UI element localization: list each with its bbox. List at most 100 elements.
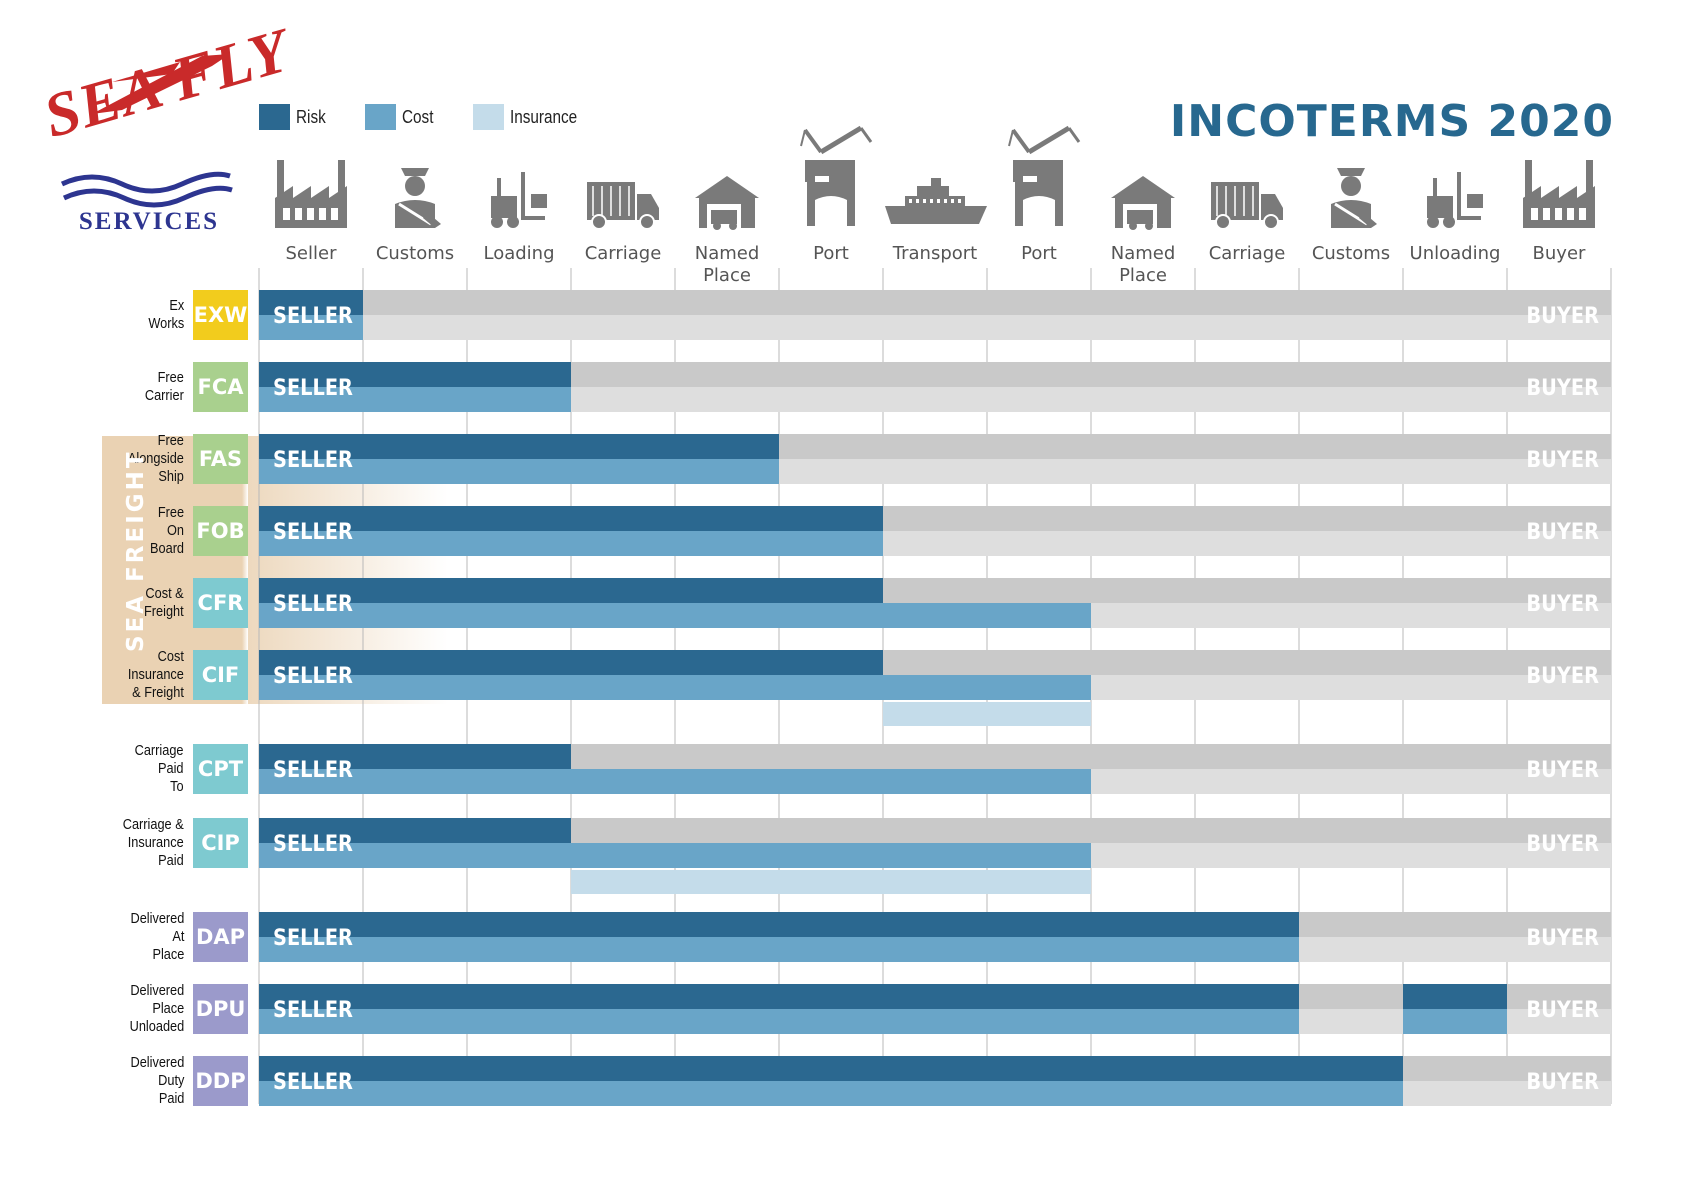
forklift-icon	[1427, 172, 1483, 228]
term-name-ddp: Delivered Duty Paid	[130, 1054, 184, 1107]
seller-unloading-cost-bar	[1403, 1009, 1507, 1034]
sea-freight-label: SEA FREIGHT	[123, 449, 149, 652]
term-name-cif: Cost Insurance & Freight	[128, 648, 184, 701]
stage-label: Port	[813, 243, 849, 264]
term-name-cfr: Cost & Freight	[144, 585, 184, 620]
stage-label: Unloading	[1410, 243, 1501, 264]
insurance-bar	[883, 702, 1091, 726]
seller-risk-bar	[259, 362, 571, 387]
seller-risk-bar	[259, 912, 1299, 937]
stage-label: Transport	[892, 243, 977, 264]
stage-label: Customs	[1312, 243, 1390, 264]
factory-icon	[1523, 160, 1595, 228]
warehouse-icon	[695, 176, 759, 230]
buyer-risk-bar	[259, 290, 1611, 315]
stage-label: Buyer	[1533, 243, 1586, 264]
seller-cost-bar	[259, 937, 1299, 962]
term-badge-cif: CIF	[193, 650, 248, 700]
logo-subtitle: SERVICES	[78, 208, 220, 235]
seller-label: SELLER	[273, 519, 353, 544]
seller-risk-bar	[259, 650, 883, 675]
seller-label: SELLER	[273, 375, 353, 400]
term-badge-cpt: CPT	[193, 744, 248, 794]
term-name-dap: Delivered At Place	[130, 910, 184, 963]
stage-label: Port	[1021, 243, 1057, 264]
legend-insurance-swatch	[473, 104, 505, 130]
term-badge-exw: EXW	[193, 290, 248, 340]
term-badge-dpu: DPU	[193, 984, 248, 1034]
buyer-label: BUYER	[1526, 1069, 1599, 1094]
customs-officer-icon	[1331, 168, 1377, 228]
stage-label: Named Place	[1111, 243, 1176, 286]
seller-cost-bar	[259, 769, 1091, 794]
legend-cost-label: Cost	[402, 106, 434, 127]
legend-insurance: Insurance	[473, 104, 589, 130]
forklift-icon	[491, 172, 547, 228]
term-name-cpt: Carriage Paid To	[135, 742, 184, 795]
buyer-label: BUYER	[1526, 519, 1599, 544]
term-badge-ddp: DDP	[193, 1056, 248, 1106]
seller-risk-bar	[259, 744, 571, 769]
stage-label: Carriage	[1209, 243, 1286, 264]
seller-cost-bar	[259, 603, 1091, 628]
term-name-dpu: Delivered Place Unloaded	[129, 982, 184, 1035]
term-name-fob: Free On Board	[149, 504, 184, 557]
seller-label: SELLER	[273, 303, 353, 328]
seller-unloading-risk-bar	[1403, 984, 1507, 1009]
seller-cost-bar	[259, 843, 1091, 868]
page-title: INCOTERMS 2020	[1169, 96, 1614, 147]
term-badge-fas: FAS	[193, 434, 248, 484]
term-badge-fob: FOB	[193, 506, 248, 556]
seller-label: SELLER	[273, 997, 353, 1022]
customs-officer-icon	[395, 168, 441, 228]
term-name-fca: Free Carrier	[145, 369, 184, 404]
seller-label: SELLER	[273, 831, 353, 856]
legend-risk-label: Risk	[296, 106, 326, 127]
buyer-label: BUYER	[1526, 303, 1599, 328]
term-name-cip: Carriage & Insurance Paid	[123, 816, 184, 869]
ship-icon	[885, 178, 987, 224]
seller-label: SELLER	[273, 1069, 353, 1094]
seller-cost-bar	[259, 459, 779, 484]
seller-risk-bar	[259, 984, 1299, 1009]
buyer-label: BUYER	[1526, 831, 1599, 856]
term-name-fas: Free Alongside Ship	[127, 432, 184, 485]
legend-risk: Risk	[259, 104, 331, 130]
legend: Risk Cost Insurance	[259, 104, 623, 130]
buyer-label: BUYER	[1526, 757, 1599, 782]
legend-insurance-label: Insurance	[510, 106, 578, 127]
stage-label: Carriage	[585, 243, 662, 264]
seller-risk-bar	[259, 578, 883, 603]
truck-icon	[1211, 182, 1283, 230]
stage-label: Loading	[483, 243, 554, 264]
seller-cost-bar	[259, 315, 363, 340]
warehouse-icon	[1111, 176, 1175, 230]
seller-label: SELLER	[273, 925, 353, 950]
seller-risk-bar	[259, 434, 779, 459]
seller-risk-bar	[259, 506, 883, 531]
legend-cost-swatch	[365, 104, 396, 130]
logo-graphic	[60, 54, 233, 208]
insurance-bar	[571, 870, 1091, 894]
buyer-label: BUYER	[1526, 997, 1599, 1022]
port-crane-icon	[1008, 125, 1081, 226]
term-badge-cip: CIP	[193, 818, 248, 868]
buyer-label: BUYER	[1526, 447, 1599, 472]
legend-cost: Cost	[365, 104, 439, 130]
seller-cost-bar	[259, 387, 571, 412]
seller-label: SELLER	[273, 591, 353, 616]
buyer-label: BUYER	[1526, 375, 1599, 400]
term-badge-cfr: CFR	[193, 578, 248, 628]
term-badge-dap: DAP	[193, 912, 248, 962]
buyer-cost-bar	[259, 315, 1611, 340]
seller-label: SELLER	[273, 663, 353, 688]
seller-label: SELLER	[273, 447, 353, 472]
buyer-label: BUYER	[1526, 663, 1599, 688]
truck-icon	[587, 182, 659, 230]
term-name-exw: Ex Works	[148, 297, 184, 332]
seller-cost-bar	[259, 1081, 1403, 1106]
term-badge-fca: FCA	[193, 362, 248, 412]
seller-risk-bar	[259, 290, 363, 315]
legend-risk-swatch	[259, 104, 290, 130]
